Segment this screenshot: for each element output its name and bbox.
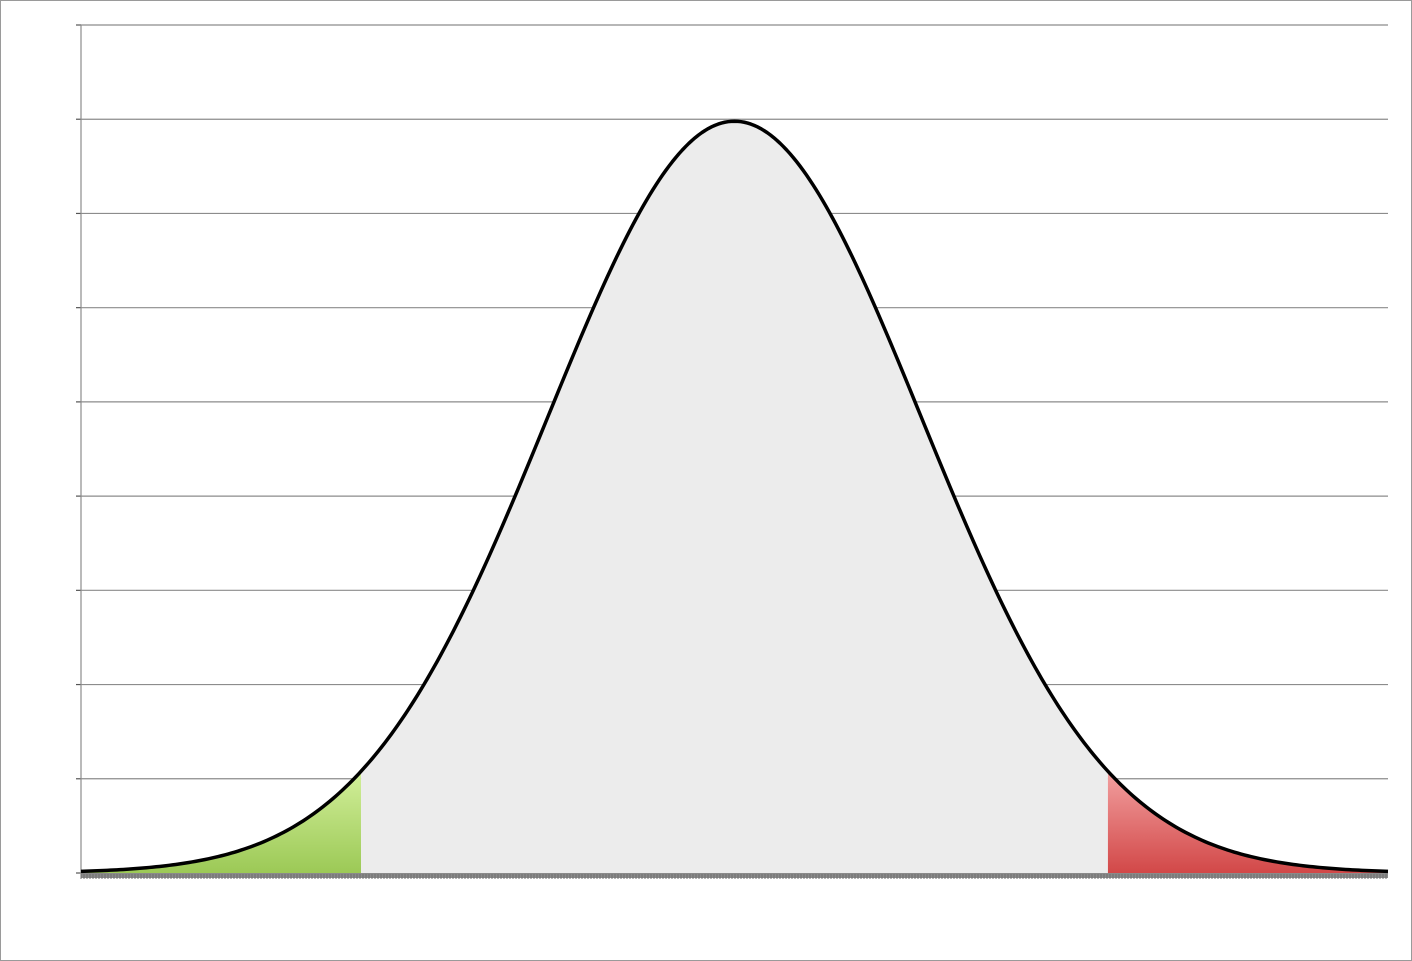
curve-layer [80,119,1389,874]
shaded-regions [81,121,1388,874]
center-region [361,121,1108,874]
normal-curve-line [80,119,1389,874]
right-tail-region [1107,771,1388,873]
axes [80,25,1388,879]
left-tail-region [81,771,362,873]
